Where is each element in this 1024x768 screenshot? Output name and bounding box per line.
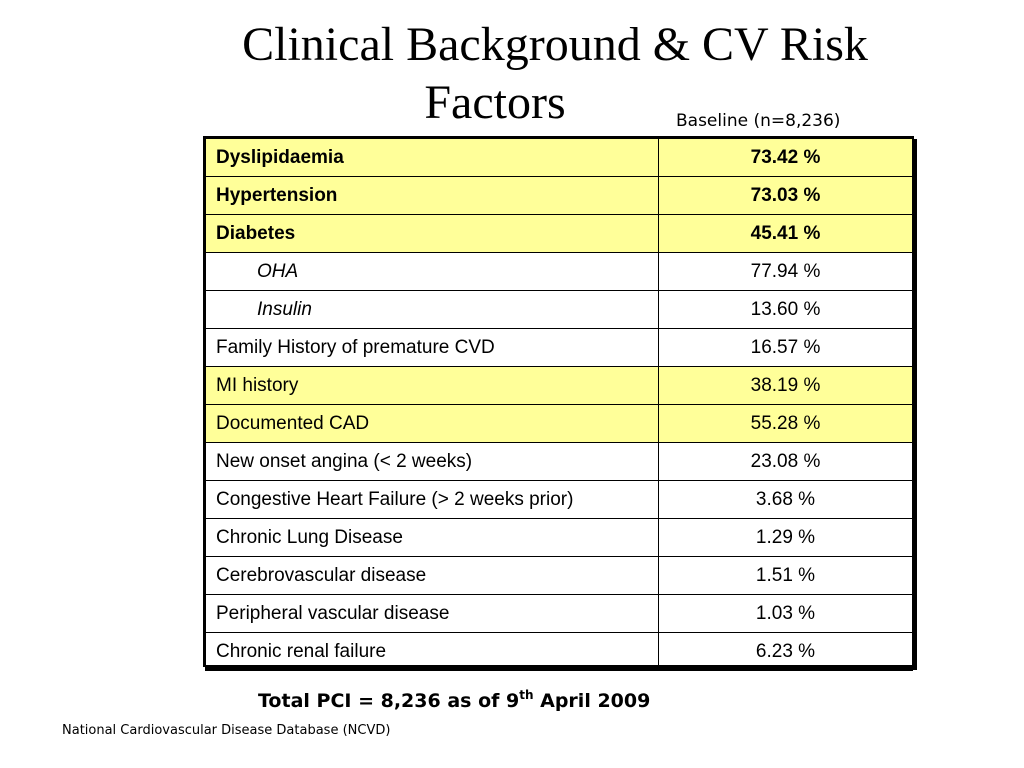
row-label: Chronic Lung Disease: [205, 518, 659, 557]
row-label: Hypertension: [205, 176, 659, 215]
row-label: OHA: [205, 252, 659, 291]
row-label: Congestive Heart Failure (> 2 weeks prio…: [205, 480, 659, 519]
row-value: 55.28 %: [658, 404, 913, 443]
row-value: 6.23 %: [658, 632, 913, 671]
slide-title: Clinical Background & CV Risk Factors: [0, 16, 1024, 132]
row-label: Cerebrovascular disease: [205, 556, 659, 595]
table-row: Documented CAD 55.28 %: [205, 404, 913, 443]
table-row: Chronic renal failure 6.23 %: [205, 632, 913, 671]
row-label: New onset angina (< 2 weeks): [205, 442, 659, 481]
table-row: Insulin 13.60 %: [205, 290, 913, 329]
table-row: Cerebrovascular disease 1.51 %: [205, 556, 913, 595]
row-label: Insulin: [205, 290, 659, 329]
table-row: OHA 77.94 %: [205, 252, 913, 291]
risk-factor-table: Dyslipidaemia 73.42 % Hypertension 73.03 % D…: [205, 138, 913, 671]
row-value: 16.57 %: [658, 328, 913, 367]
slide-title-line-2: Factors: [424, 76, 566, 129]
risk-factor-table-body: Dyslipidaemia 73.42 % Hypertension 73.03 % D…: [205, 138, 913, 671]
table-row: Family History of premature CVD 16.57 %: [205, 328, 913, 367]
row-value: 1.03 %: [658, 594, 913, 633]
table-row: Peripheral vascular disease 1.03 %: [205, 594, 913, 633]
row-value: 13.60 %: [658, 290, 913, 329]
row-label: Family History of premature CVD: [205, 328, 659, 367]
total-pci-note: Total PCI = 8,236 as of 9th April 2009: [258, 689, 650, 713]
row-value: 1.51 %: [658, 556, 913, 595]
baseline-label: Baseline (n=8,236): [676, 111, 841, 131]
table-row: Congestive Heart Failure (> 2 weeks prio…: [205, 480, 913, 519]
row-label: Diabetes: [205, 214, 659, 253]
row-value: 3.68 %: [658, 480, 913, 519]
total-pci-suffix: April 2009: [533, 690, 651, 712]
row-label: MI history: [205, 366, 659, 405]
table-row: Hypertension 73.03 %: [205, 176, 913, 215]
risk-factor-table-container: Dyslipidaemia 73.42 % Hypertension 73.03 % D…: [203, 136, 914, 671]
row-value: 38.19 %: [658, 366, 913, 405]
row-label: Chronic renal failure: [205, 632, 659, 671]
row-value: 1.29 %: [658, 518, 913, 557]
row-value: 45.41 %: [658, 214, 913, 253]
row-value: 23.08 %: [658, 442, 913, 481]
total-pci-prefix: Total PCI = 8,236 as of 9: [258, 690, 520, 712]
row-value: 77.94 %: [658, 252, 913, 291]
table-row: MI history 38.19 %: [205, 366, 913, 405]
source-note: National Cardiovascular Disease Database…: [62, 723, 391, 738]
table-row: Chronic Lung Disease 1.29 %: [205, 518, 913, 557]
row-label: Peripheral vascular disease: [205, 594, 659, 633]
row-value: 73.03 %: [658, 176, 913, 215]
total-pci-superscript: th: [519, 688, 534, 702]
slide-title-line-1: Clinical Background & CV Risk: [242, 18, 868, 71]
row-label: Dyslipidaemia: [205, 138, 659, 177]
table-row: Diabetes 45.41 %: [205, 214, 913, 253]
row-value: 73.42 %: [658, 138, 913, 177]
table-row: New onset angina (< 2 weeks) 23.08 %: [205, 442, 913, 481]
row-label: Documented CAD: [205, 404, 659, 443]
table-row: Dyslipidaemia 73.42 %: [205, 138, 913, 177]
